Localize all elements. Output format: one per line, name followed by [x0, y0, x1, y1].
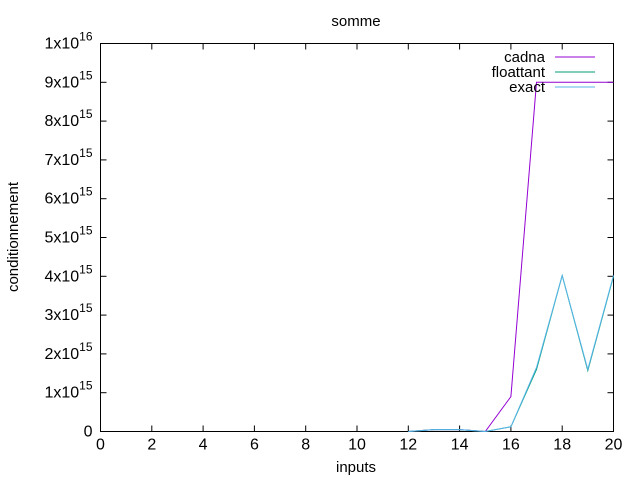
x-tick-label: 0 [96, 437, 105, 454]
y-tick-mantissa: 5x10 [44, 230, 79, 247]
y-tick-exponent: 15 [79, 262, 93, 276]
y-tick-mantissa: 6x10 [44, 191, 79, 208]
y-tick-exponent: 15 [79, 224, 93, 238]
y-tick-exponent: 15 [79, 340, 93, 354]
y-tick-label: 3x1015 [44, 301, 92, 324]
x-tick-label: 2 [147, 437, 156, 454]
x-tick-label: 18 [553, 437, 571, 454]
y-axis-label: conditionnement [5, 181, 22, 292]
x-tick-label: 4 [199, 437, 208, 454]
x-tick-label: 8 [301, 437, 310, 454]
y-tick-label: 6x1015 [44, 185, 92, 208]
x-axis-label: inputs [336, 459, 376, 476]
y-tick-mantissa: 2x10 [44, 346, 79, 363]
series-line-cadna [408, 81, 614, 433]
y-tick-label: 1x1016 [44, 30, 92, 53]
axis-ticks: 0 2 4 6 8 10 12 14 16 18 2001x10152x10153x10154x10… [44, 30, 622, 454]
y-tick-mantissa: 3x10 [44, 307, 79, 324]
y-tick-exponent: 15 [79, 107, 93, 121]
y-tick-mantissa: 1x10 [44, 36, 79, 53]
y-tick-mantissa: 0 [84, 424, 93, 441]
y-tick-label: 8x1015 [44, 107, 92, 130]
legend-label-floattant: floattant [492, 64, 546, 81]
y-tick-mantissa: 1x10 [44, 385, 79, 402]
x-tick-label: 14 [451, 437, 469, 454]
chart-title: somme [331, 13, 380, 30]
series-lines [408, 81, 614, 433]
y-tick-mantissa: 7x10 [44, 152, 79, 169]
y-tick-mantissa: 9x10 [44, 74, 79, 91]
y-tick-label: 4x1015 [44, 262, 92, 285]
y-tick-exponent: 15 [79, 185, 93, 199]
y-tick-exponent: 15 [79, 301, 93, 315]
y-tick-exponent: 15 [79, 68, 93, 82]
y-tick-label: 9x1015 [44, 68, 92, 91]
y-tick-exponent: 16 [79, 30, 93, 44]
y-tick-label: 1x1015 [44, 379, 92, 402]
y-tick-exponent: 15 [79, 146, 93, 160]
legend-label-cadna: cadna [504, 49, 546, 66]
y-tick-mantissa: 8x10 [44, 113, 79, 130]
plot-frame [100, 43, 614, 432]
y-tick-exponent: 15 [79, 379, 93, 393]
x-tick-label: 10 [348, 437, 366, 454]
x-tick-label: 20 [605, 437, 623, 454]
y-tick-mantissa: 4x10 [44, 268, 79, 285]
y-tick-label: 2x1015 [44, 340, 92, 363]
y-tick-label: 0 [84, 424, 93, 441]
y-tick-label: 5x1015 [44, 224, 92, 247]
x-tick-label: 6 [250, 437, 259, 454]
x-tick-label: 12 [399, 437, 417, 454]
series-line-exact [408, 273, 614, 433]
legend-label-exact: exact [509, 79, 546, 96]
series-line-floattant [408, 273, 614, 433]
x-tick-label: 16 [502, 437, 520, 454]
y-tick-label: 7x1015 [44, 146, 92, 169]
